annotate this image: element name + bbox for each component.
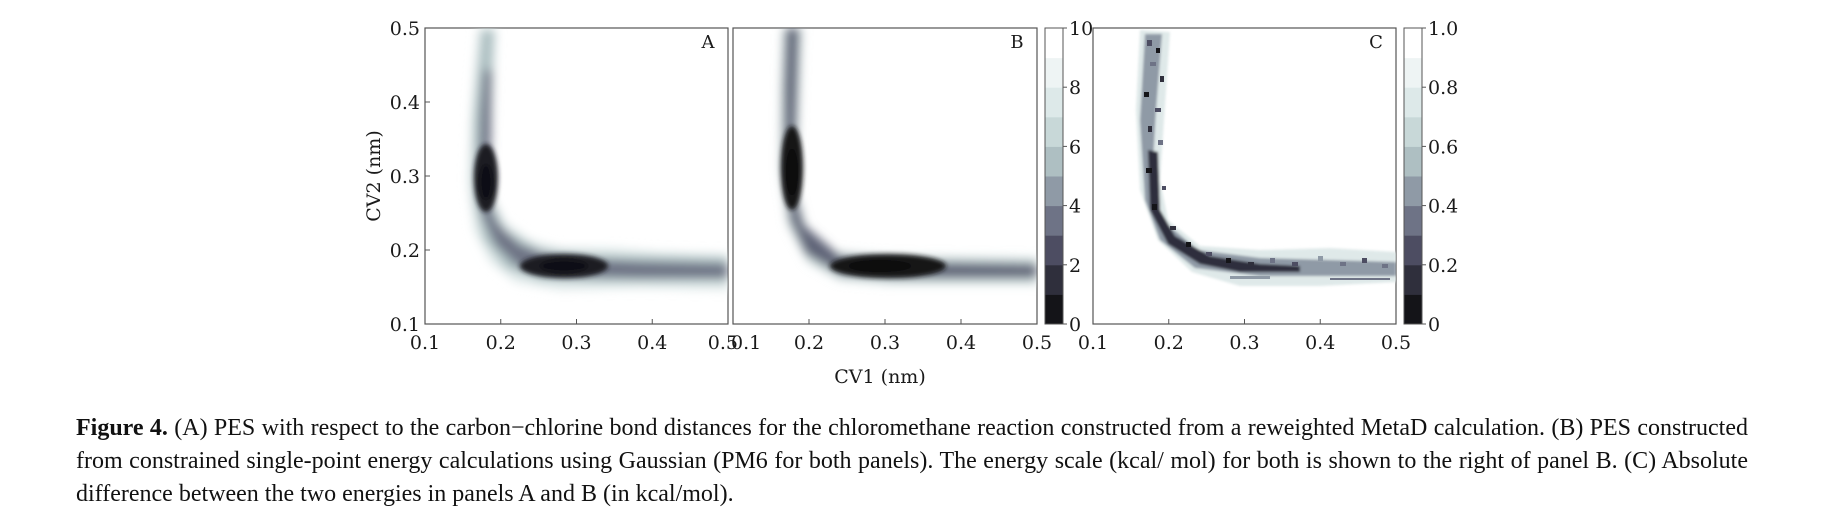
colorbar-energy-tick-label: 8	[1069, 77, 1081, 99]
y-tick-label: 0.1	[390, 314, 420, 336]
colorbar-energy-swatch	[1045, 235, 1063, 266]
x-tick-label: 0.4	[946, 332, 976, 354]
x-tick-label: 0.2	[794, 332, 824, 354]
panel-a: A	[424, 27, 729, 325]
y-tick-label: 0.2	[390, 240, 420, 262]
y-tick-label: 0.5	[390, 18, 420, 40]
x-tick-label: 0.3	[1229, 332, 1259, 354]
colorbar-difference-swatch	[1404, 146, 1422, 177]
panel-c: C	[1092, 27, 1397, 325]
x-tick-label: 0.1	[410, 332, 440, 354]
colorbar-energy-swatch	[1045, 176, 1063, 207]
colorbar-energy-tick-label: 2	[1069, 255, 1081, 277]
colorbar-difference-tick-label: 0.8	[1428, 77, 1458, 99]
colorbar-difference-tick-label: 1.0	[1428, 18, 1458, 40]
panel-c-noise	[1144, 40, 1390, 280]
x-tick-label: 0.5	[708, 332, 738, 354]
colorbar-energy: 0 2 4 6 8 10	[1044, 18, 1093, 336]
colorbar-difference-swatch	[1404, 116, 1422, 147]
figure-caption: Figure 4. (A) PES with respect to the ca…	[76, 412, 1748, 511]
colorbar-energy-swatch	[1045, 264, 1063, 295]
axes: 0.1 0.2 0.3 0.4 0.50.1 0.2 0.3 0.4 0.5 0.1 0.2 0.3 0…	[390, 18, 1411, 354]
colorbar-energy-swatch	[1045, 28, 1063, 59]
panel-c-letter: C	[1369, 32, 1383, 53]
x-tick-label: 0.4	[637, 332, 667, 354]
colorbar-energy-swatch	[1045, 87, 1063, 118]
colorbar-difference-tick-label: 0.4	[1428, 196, 1458, 218]
figure-4: A B	[363, 18, 1458, 388]
colorbar-energy-swatch	[1045, 57, 1063, 88]
x-tick-label: 0.2	[1154, 332, 1184, 354]
colorbar-difference: 0 0.2 0.4 0.6 0.8 1.0	[1403, 18, 1458, 336]
colorbar-energy-swatch	[1045, 294, 1063, 325]
colorbar-difference-swatch	[1404, 294, 1422, 325]
panel-a-heatmap	[468, 28, 728, 290]
x-tick-label: 0.3	[870, 332, 900, 354]
colorbar-energy-tick-label: 10	[1069, 18, 1093, 40]
x-axis-label: CV1 (nm)	[834, 366, 925, 388]
colorbar-energy-swatch	[1045, 116, 1063, 147]
x-tick-label: 0.5	[1381, 332, 1411, 354]
panel-b: B	[732, 27, 1038, 325]
colorbar-energy-tick-label: 0	[1069, 314, 1081, 336]
colorbar-difference-swatch	[1404, 87, 1422, 118]
colorbar-energy-tick-label: 6	[1069, 136, 1081, 158]
x-tick-label: 0.1	[1078, 332, 1108, 354]
x-tick-label: 0.2	[486, 332, 516, 354]
colorbar-difference-tick-label: 0.6	[1428, 136, 1458, 158]
panel-c-heatmap	[1136, 30, 1396, 286]
colorbar-difference-swatch	[1404, 28, 1422, 59]
y-axis-label: CV2 (nm)	[363, 130, 385, 221]
panel-b-heatmap	[780, 28, 1037, 284]
x-tick-label: 0.5	[1022, 332, 1052, 354]
colorbar-energy-swatch	[1045, 205, 1063, 236]
figure-caption-label: Figure 4.	[76, 415, 168, 441]
colorbar-difference-swatch	[1404, 176, 1422, 207]
figure-caption-text: (A) PES with respect to the carbon−chlor…	[76, 415, 1748, 507]
colorbar-difference-tick-label: 0.2	[1428, 255, 1458, 277]
colorbar-energy-frame	[1044, 27, 1064, 325]
panel-b-letter: B	[1010, 32, 1023, 53]
x-tick-label: 0.3	[561, 332, 591, 354]
x-tick-label: 0.1	[731, 332, 761, 354]
colorbar-energy-tick-label: 4	[1069, 196, 1081, 218]
colorbar-difference-swatch	[1404, 57, 1422, 88]
colorbar-difference-swatch	[1404, 205, 1422, 236]
colorbar-difference-swatch	[1404, 264, 1422, 295]
colorbar-difference-frame	[1403, 27, 1423, 325]
colorbar-difference-swatch	[1404, 235, 1422, 266]
panel-a-letter: A	[701, 32, 716, 53]
y-tick-label: 0.3	[390, 166, 420, 188]
colorbar-difference-tick-label: 0	[1428, 314, 1440, 336]
y-tick-label: 0.4	[390, 92, 420, 114]
colorbar-energy-swatch	[1045, 146, 1063, 177]
x-tick-label: 0.4	[1305, 332, 1335, 354]
